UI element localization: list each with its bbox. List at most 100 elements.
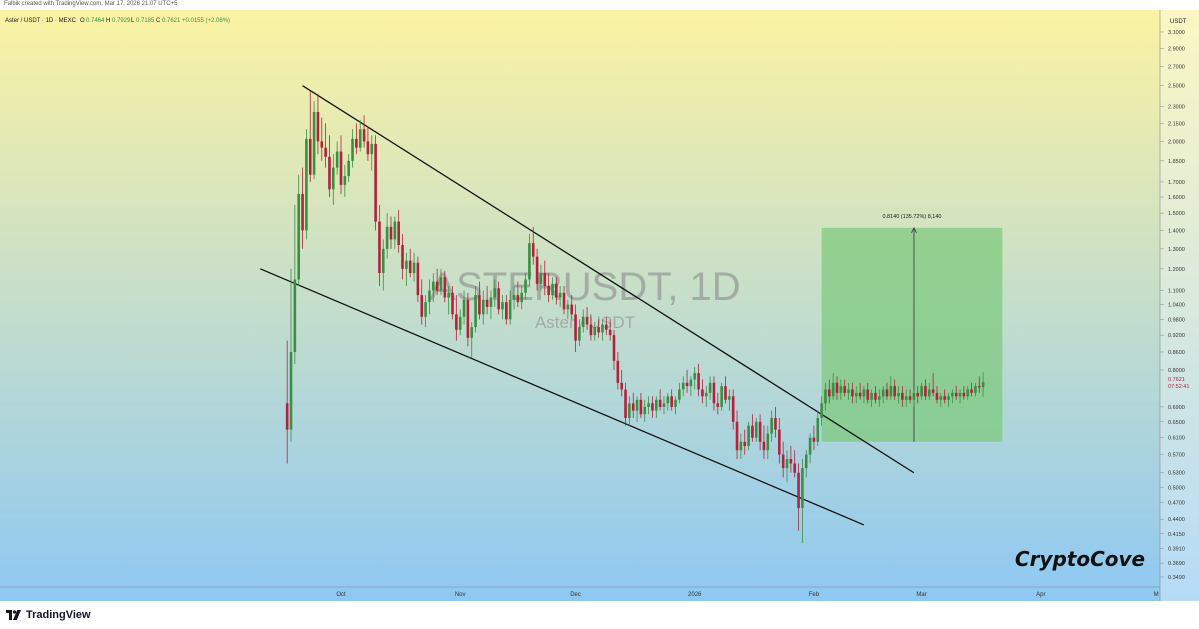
candle-body xyxy=(666,396,670,404)
candle xyxy=(470,321,474,358)
trendline-layer xyxy=(260,85,915,526)
candle xyxy=(693,366,697,390)
candle xyxy=(720,382,723,411)
candle xyxy=(324,123,327,168)
candle-body xyxy=(593,327,597,336)
candle-body xyxy=(612,335,616,361)
candle xyxy=(497,281,500,315)
candle xyxy=(835,376,839,400)
y-tick-label: 0.6500 xyxy=(1168,420,1185,426)
candle xyxy=(931,373,935,397)
candle xyxy=(820,396,823,426)
brand-watermark: CryptoCove xyxy=(1015,547,1145,571)
candle-body xyxy=(731,396,735,422)
candle xyxy=(408,248,412,278)
candle-body xyxy=(870,392,873,400)
candle-body xyxy=(397,221,400,246)
x-tick-label: Apr xyxy=(1036,592,1045,598)
candle-body xyxy=(789,459,793,464)
candle-body xyxy=(754,421,758,438)
candle-body xyxy=(793,463,797,473)
candle xyxy=(758,414,762,451)
candle-body xyxy=(370,143,374,155)
candle-body xyxy=(747,425,750,446)
candle-body xyxy=(497,288,500,310)
candle xyxy=(651,396,654,419)
candle xyxy=(754,418,758,442)
candle-body xyxy=(866,389,870,400)
candle-body xyxy=(501,302,504,310)
candle xyxy=(701,379,704,404)
candle-body xyxy=(624,389,627,419)
candle-body xyxy=(301,193,304,231)
candle xyxy=(954,386,958,400)
candle-body xyxy=(424,302,427,317)
candle xyxy=(543,260,547,296)
candle-body xyxy=(939,396,943,400)
candle xyxy=(824,382,827,411)
candle-body xyxy=(608,329,612,336)
candle xyxy=(770,410,773,442)
y-tick-label: 0.4150 xyxy=(1168,532,1185,538)
y-tick-label: 1.3000 xyxy=(1168,247,1185,253)
candle-body xyxy=(578,327,581,341)
candle xyxy=(662,396,666,415)
candle xyxy=(555,277,558,305)
y-tick-label: 0.9800 xyxy=(1168,317,1185,323)
candle xyxy=(966,386,970,400)
candle xyxy=(581,309,585,333)
candle xyxy=(628,396,631,426)
trendline-upper[interactable] xyxy=(302,85,915,474)
candles-layer xyxy=(285,90,985,543)
candle xyxy=(620,370,623,397)
candle-body xyxy=(628,403,631,419)
y-tick-label: 1.0400 xyxy=(1168,303,1185,309)
candle-body xyxy=(720,386,723,407)
candle-body xyxy=(885,389,889,397)
candle xyxy=(804,450,808,478)
candle xyxy=(593,321,597,341)
y-axis: 3.1000 2.9000 2.7000 2.5000 2.3000 2.1500 2.00… xyxy=(1160,30,1189,581)
candle-body xyxy=(901,392,904,400)
candle-body xyxy=(966,389,970,397)
watermark-title: ASTERUSDT, 1D xyxy=(429,265,740,309)
candle-body xyxy=(889,386,893,397)
candle-body xyxy=(493,288,497,298)
candle xyxy=(393,216,397,249)
trendline-lower[interactable] xyxy=(260,268,865,526)
candle xyxy=(920,382,923,400)
candle-body xyxy=(528,243,531,280)
price-chart[interactable]: Aster / USDT · 1D · MEXC O 0.7464 H 0.79… xyxy=(0,10,1199,601)
candle xyxy=(335,141,339,175)
candle-body xyxy=(366,141,370,155)
candle xyxy=(866,382,870,404)
tradingview-logo[interactable]: TradingView xyxy=(6,609,91,621)
candle xyxy=(731,389,735,430)
candle xyxy=(320,117,324,161)
candle-body xyxy=(943,396,946,400)
candle xyxy=(735,410,739,460)
candle xyxy=(385,213,389,259)
candle xyxy=(847,382,850,400)
candle xyxy=(381,239,385,291)
candle xyxy=(643,399,647,422)
y-tick-label: 1.5000 xyxy=(1168,211,1185,217)
candle-body xyxy=(435,281,439,291)
legend-l-value: 0.7185 xyxy=(136,18,155,24)
candle-body xyxy=(324,147,327,157)
candle-body xyxy=(977,386,981,388)
candle-body xyxy=(431,281,435,291)
candle-body xyxy=(474,295,477,328)
candle xyxy=(685,370,689,393)
y-tick-label: 2.0000 xyxy=(1168,139,1185,145)
candle-body xyxy=(962,392,966,397)
candle xyxy=(608,319,612,341)
candle xyxy=(828,379,831,404)
candle-body xyxy=(481,299,485,315)
candle-body xyxy=(704,392,708,397)
candle-body xyxy=(297,193,301,280)
candle-body xyxy=(339,151,343,185)
candle xyxy=(524,273,527,300)
candle-body xyxy=(574,314,577,341)
candle xyxy=(458,309,462,336)
